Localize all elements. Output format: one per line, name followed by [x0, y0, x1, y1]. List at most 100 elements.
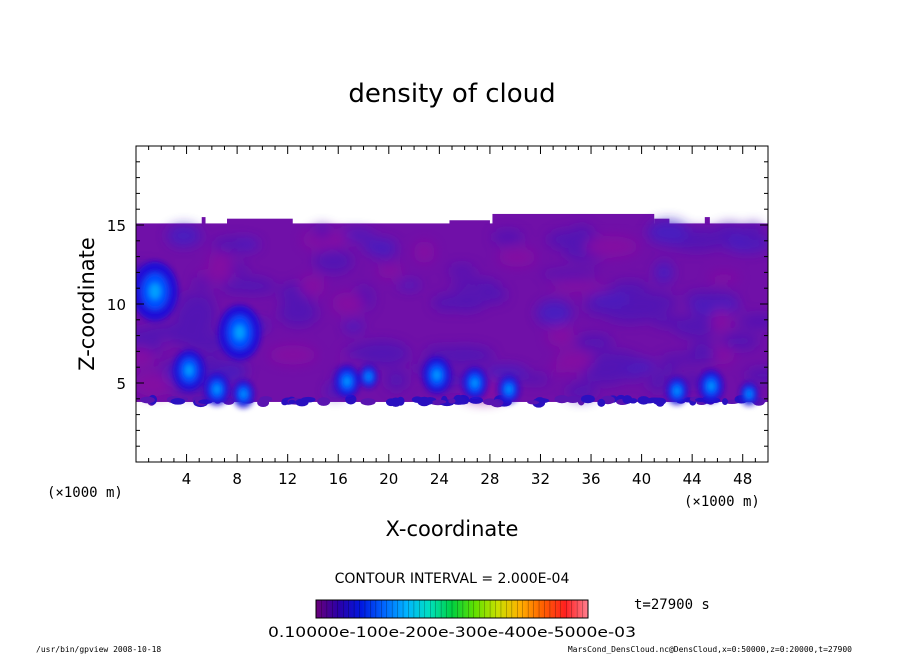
y-tick-label: 15	[107, 217, 126, 235]
y-tick-label: 5	[116, 375, 126, 393]
x-tick-label: 12	[278, 470, 297, 488]
cloud-patch	[353, 340, 410, 366]
dense-spot-core	[366, 373, 371, 380]
x-tick-label: 28	[480, 470, 499, 488]
dense-spot-core	[471, 378, 478, 388]
dense-spot-core	[674, 387, 680, 395]
cloud-patch	[301, 229, 348, 251]
cloud-patch	[536, 300, 573, 326]
y-axis-label: Z-coordinate	[75, 237, 99, 371]
edge-blob	[360, 398, 376, 406]
edge-blob	[492, 399, 504, 407]
y-tick-label: 10	[107, 296, 126, 314]
cloud-patch	[343, 320, 364, 332]
cloud-patch	[385, 369, 408, 391]
colorbar-tick-labels: 0.10000e-100e-200e-300e-400e-5000e-03	[268, 625, 636, 641]
cloud-patch	[659, 363, 679, 377]
footer-left: /usr/bin/gpview 2008-10-18	[36, 645, 161, 654]
cloud-top-bump	[201, 217, 206, 225]
footer-right: MarsCond_DensCloud.nc@DensCloud,x=0:5000…	[568, 645, 852, 654]
cloud-patch	[313, 225, 331, 238]
cloud-patch	[744, 222, 763, 246]
cloud-patch	[672, 315, 720, 338]
cloud-patch	[221, 277, 273, 292]
dense-spot-core	[185, 364, 194, 377]
edge-blob	[597, 398, 606, 407]
dense-spot-core	[746, 390, 752, 398]
edge-blob	[417, 396, 432, 407]
x-tick-label: 48	[733, 470, 752, 488]
chart-title: density of cloud	[348, 79, 555, 109]
cloud-patch	[176, 293, 216, 303]
x-unit-left: (×1000 m)	[47, 485, 123, 501]
edge-blob	[140, 396, 155, 404]
cloud-top-bump	[227, 218, 293, 225]
cloud-patch	[192, 276, 212, 288]
cloud-patch	[550, 281, 604, 293]
edge-blob	[432, 399, 447, 404]
cloud-patch	[375, 253, 398, 262]
edge-blob	[301, 396, 316, 403]
x-tick-label: 40	[632, 470, 651, 488]
edge-blob	[257, 398, 270, 408]
edge-blob	[170, 398, 186, 405]
cloud-patch	[447, 264, 477, 275]
cloud-patch	[610, 280, 649, 294]
x-tick-label: 16	[329, 470, 348, 488]
cloud-patch	[583, 236, 639, 258]
cloud-patch	[575, 334, 614, 350]
edge-blob	[554, 395, 570, 404]
x-unit-right: (×1000 m)	[684, 494, 760, 510]
edge-blob	[695, 397, 706, 402]
dense-spot-core	[433, 370, 441, 381]
cloud-top-bump	[704, 217, 710, 225]
cloud-patch	[683, 290, 736, 303]
cloud-patch	[207, 251, 233, 271]
x-axis-label: X-coordinate	[386, 517, 519, 541]
cloud-patch	[540, 270, 599, 279]
colorbar	[315, 599, 589, 619]
cloud-bottom-edge	[140, 394, 767, 408]
cloud-patch	[314, 249, 353, 274]
cloud-patch	[647, 219, 689, 245]
time-label: t=27900 s	[634, 597, 710, 613]
x-axis-ticks: 4 8 12 16 20 24 28 32 36 40 44 48	[148, 146, 756, 488]
edge-blob	[580, 394, 595, 404]
cloud-patch	[492, 230, 524, 244]
cloud-patch	[413, 240, 436, 264]
cloud-patch	[185, 323, 219, 333]
x-tick-label: 8	[232, 470, 242, 488]
x-tick-label: 44	[683, 470, 702, 488]
edge-blob	[655, 398, 665, 407]
colorbar-stripes	[321, 600, 583, 618]
contour-interval: CONTOUR INTERVAL = 2.000E-04	[335, 571, 570, 587]
dense-spot-core	[213, 384, 220, 394]
edge-blob	[288, 399, 296, 405]
dense-spot-core	[506, 385, 512, 394]
cloud-patch	[434, 345, 494, 365]
cloud-patch	[738, 314, 768, 329]
dense-spot-core	[149, 283, 161, 300]
edge-blob	[317, 397, 331, 406]
cloud-patch	[625, 291, 677, 314]
cloud-patch	[376, 262, 403, 279]
cloud-patch	[215, 237, 242, 255]
dense-spot-core	[343, 376, 351, 386]
cloud-patch	[175, 230, 202, 244]
edge-blob	[448, 398, 456, 404]
cloud-patch	[547, 324, 575, 347]
cloud-patch	[170, 321, 187, 338]
cloud-patch	[299, 274, 326, 298]
cloud-patch	[571, 225, 593, 245]
dense-spot-core	[240, 390, 247, 398]
cloud-patch	[450, 278, 499, 290]
edge-blob	[390, 397, 402, 407]
edge-blob	[637, 396, 650, 405]
cloud-patch	[479, 286, 508, 303]
cloud-patch	[744, 368, 768, 383]
cloud-patch	[498, 247, 537, 268]
x-tick-label: 4	[182, 470, 192, 488]
dense-spot-core	[708, 381, 715, 391]
cloud-top-bump	[449, 220, 490, 225]
cloud-patch	[720, 333, 759, 350]
